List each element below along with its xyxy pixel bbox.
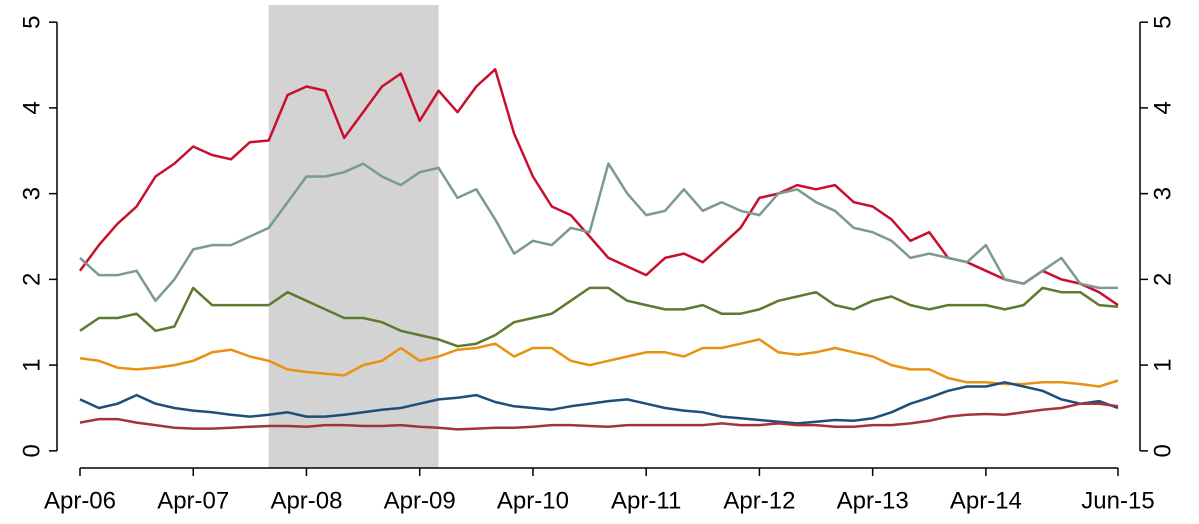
- y-tick-label: 3: [18, 187, 45, 200]
- y-tick-label: 0: [18, 444, 45, 457]
- y2-tick-label: 0: [1149, 444, 1176, 457]
- y-tick-label: 4: [18, 101, 45, 114]
- x-tick-label: Apr-10: [497, 487, 569, 514]
- y2-tick-label: 4: [1149, 101, 1176, 114]
- series-line: [79, 381, 1119, 425]
- y-tick-label: 5: [18, 15, 45, 28]
- y-tick-label: 1: [18, 358, 45, 371]
- x-tick-label: Apr-09: [384, 487, 456, 514]
- y2-tick-label: 1: [1149, 358, 1176, 371]
- x-tick-label: Apr-12: [723, 487, 795, 514]
- x-tick-label: Apr-07: [157, 487, 229, 514]
- series-line: [79, 338, 1119, 388]
- series-line: [79, 402, 1119, 431]
- x-tick-label: Apr-11: [611, 487, 681, 514]
- series-line: [78, 68, 1119, 307]
- x-tick-label: Apr-08: [270, 487, 342, 514]
- y2-tick-label: 3: [1149, 187, 1176, 200]
- series-line: [79, 286, 1119, 348]
- y2-tick-label: 2: [1149, 273, 1176, 286]
- shaded-period: [268, 5, 439, 468]
- x-tick-label: Apr-14: [950, 487, 1022, 514]
- x-tick-label: Jun-15: [1081, 487, 1154, 514]
- y-tick-label: 2: [18, 273, 45, 286]
- x-tick-label: Apr-13: [837, 487, 909, 514]
- series-line: [79, 162, 1118, 303]
- x-tick-label: Apr-06: [44, 487, 116, 514]
- y2-tick-label: 5: [1149, 15, 1176, 28]
